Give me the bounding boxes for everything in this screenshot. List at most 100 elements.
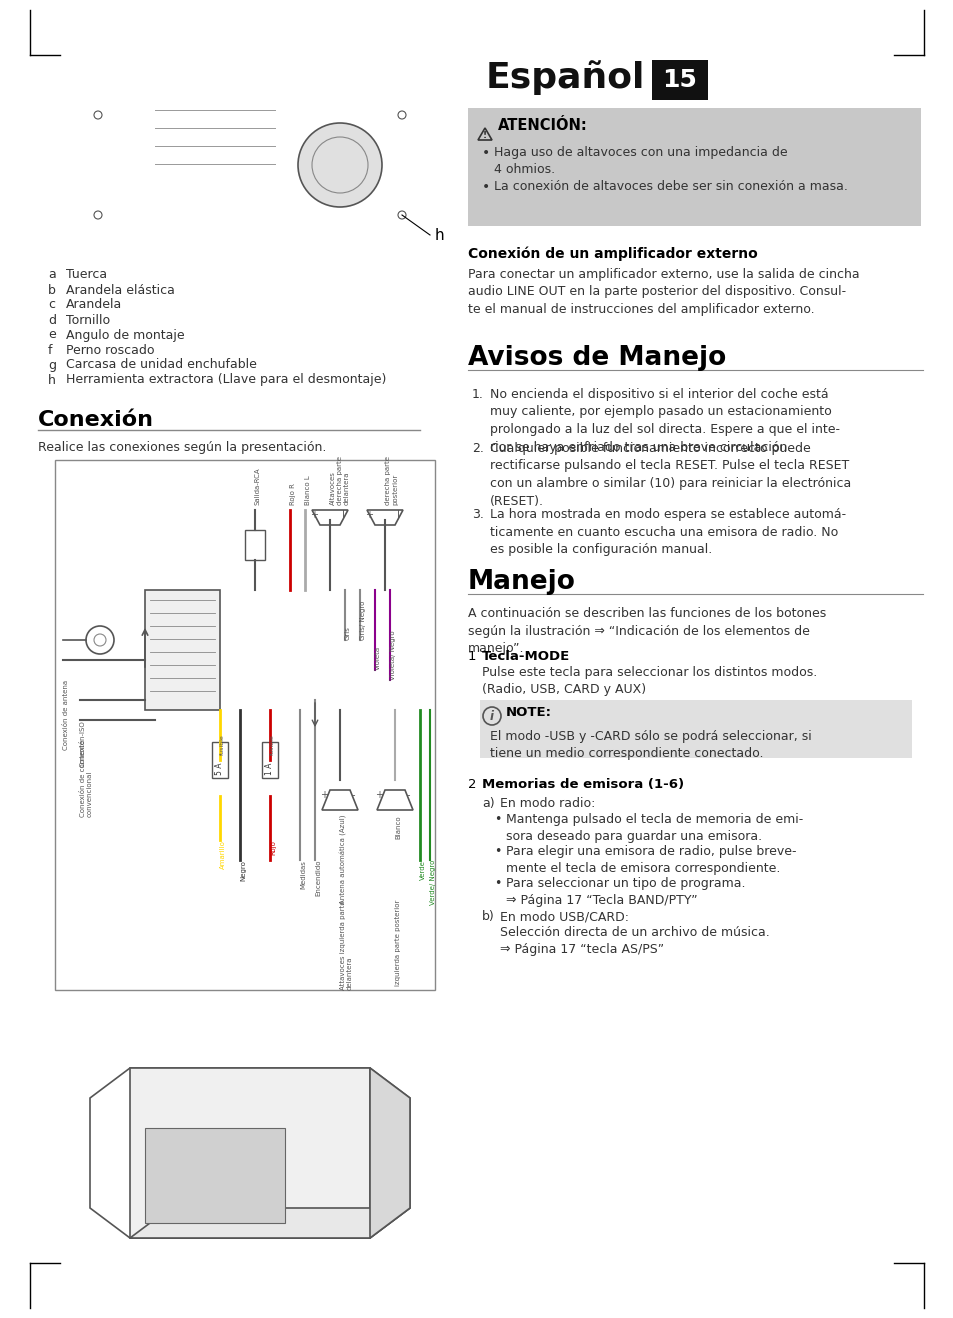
Text: 15: 15	[662, 69, 697, 92]
Text: Angulo de montaje: Angulo de montaje	[66, 328, 185, 341]
Text: Antena automática (Azul): Antena automática (Azul)	[339, 815, 347, 904]
Text: Español: Español	[485, 61, 644, 95]
FancyBboxPatch shape	[245, 530, 265, 560]
Text: A continuación se describen las funciones de los botones
según la ilustración ⇒ : A continuación se describen las funcione…	[468, 608, 825, 655]
Text: I: I	[396, 510, 399, 521]
Circle shape	[86, 626, 113, 654]
Text: Rojo R: Rojo R	[290, 484, 295, 505]
Text: Medidas: Medidas	[299, 861, 306, 888]
Text: La hora mostrada en modo espera se establece automá-
ticamente en cuanto escucha: La hora mostrada en modo espera se estab…	[490, 507, 845, 556]
Text: h: h	[48, 373, 56, 386]
FancyBboxPatch shape	[262, 742, 277, 778]
Text: Verde/ Negro: Verde/ Negro	[430, 861, 436, 905]
Text: izquierda parte posterior: izquierda parte posterior	[395, 900, 400, 986]
Text: En modo radio:: En modo radio:	[499, 797, 595, 811]
Text: Verde: Verde	[419, 861, 426, 880]
Text: Tecla-MODE: Tecla-MODE	[481, 650, 570, 663]
Text: I: I	[341, 510, 345, 521]
Text: derecha parte
posterior: derecha parte posterior	[385, 456, 397, 505]
Polygon shape	[370, 1068, 410, 1238]
Text: Rojo: Rojo	[270, 840, 275, 855]
Text: Violeta: Violeta	[375, 646, 380, 670]
Text: Amarillo: Amarillo	[220, 840, 226, 869]
Text: 3.: 3.	[472, 507, 483, 521]
Text: Perno roscado: Perno roscado	[66, 344, 154, 356]
FancyBboxPatch shape	[651, 61, 707, 100]
Text: fusible: fusible	[220, 734, 225, 755]
Text: Conexión de antena: Conexión de antena	[63, 680, 69, 750]
Text: Herramienta extractora (Llave para el desmontaje): Herramienta extractora (Llave para el de…	[66, 373, 386, 386]
Text: Carcasa de unidad enchufable: Carcasa de unidad enchufable	[66, 358, 256, 372]
Circle shape	[94, 111, 102, 119]
Text: Conexión-ISO: Conexión-ISO	[80, 720, 86, 767]
Text: La conexión de altavoces debe ser sin conexión a masa.: La conexión de altavoces debe ser sin co…	[494, 181, 847, 192]
Polygon shape	[130, 1209, 410, 1238]
Circle shape	[397, 111, 406, 119]
FancyBboxPatch shape	[212, 742, 228, 778]
Text: •: •	[481, 146, 490, 159]
Text: +: +	[365, 510, 373, 521]
Text: Conexión de corriente
convencional: Conexión de corriente convencional	[80, 739, 92, 817]
Text: Gris: Gris	[345, 626, 351, 641]
Text: Arandela: Arandela	[66, 298, 122, 311]
Text: 5 A: 5 A	[215, 763, 224, 775]
Text: +: +	[319, 789, 328, 800]
Text: -: -	[352, 789, 355, 800]
Text: f: f	[48, 344, 52, 356]
Text: Para conectar un amplificador externo, use la salida de cincha
audio LINE OUT en: Para conectar un amplificador externo, u…	[468, 268, 859, 316]
Text: Para seleccionar un tipo de programa.
⇒ Página 17 “Tecla BAND/PTY”: Para seleccionar un tipo de programa. ⇒ …	[505, 876, 744, 907]
Text: b: b	[48, 283, 56, 297]
FancyBboxPatch shape	[468, 108, 920, 225]
Text: Arandela elástica: Arandela elástica	[66, 283, 174, 297]
Text: •: •	[494, 845, 501, 858]
Text: a): a)	[481, 797, 494, 811]
Text: •: •	[494, 876, 501, 890]
Text: •: •	[494, 813, 501, 826]
Text: a: a	[48, 269, 55, 282]
Text: No encienda el dispositivo si el interior del coche está
muy caliente, por ejemp: No encienda el dispositivo si el interio…	[490, 387, 840, 453]
FancyBboxPatch shape	[145, 590, 220, 710]
Text: Blanco: Blanco	[395, 815, 400, 838]
Text: e: e	[48, 328, 55, 341]
Text: c: c	[48, 298, 55, 311]
Text: Cualquier posible funcionamiento incorrecto puede
rectificarse pulsando el tecla: Cualquier posible funcionamiento incorre…	[490, 442, 850, 507]
Text: Realice las conexiones según la presentación.: Realice las conexiones según la presenta…	[38, 440, 326, 453]
Text: El modo -USB y -CARD sólo se podrá seleccionar, si
tiene un medio correspondient: El modo -USB y -CARD sólo se podrá selec…	[490, 730, 811, 760]
Text: En modo USB/CARD:: En modo USB/CARD:	[499, 909, 628, 923]
Text: Pulse este tecla para seleccionar los distintos modos.
(Radio, USB, CARD y AUX): Pulse este tecla para seleccionar los di…	[481, 666, 817, 696]
Text: b): b)	[481, 909, 495, 923]
Text: 1.: 1.	[472, 387, 483, 401]
Text: Violeta/ Negro: Violeta/ Negro	[390, 630, 395, 680]
Text: Attavoces izquierda parte
delantera: Attavoces izquierda parte delantera	[339, 900, 353, 990]
Text: Gris/ Negro: Gris/ Negro	[359, 601, 366, 641]
Text: Salida-RCA: Salida-RCA	[254, 468, 261, 505]
Text: h: h	[435, 228, 444, 243]
Text: +: +	[310, 510, 317, 521]
Text: 1 A: 1 A	[265, 763, 274, 775]
Polygon shape	[145, 1128, 285, 1223]
Circle shape	[94, 211, 102, 219]
FancyBboxPatch shape	[55, 460, 435, 990]
Text: +: +	[375, 789, 382, 800]
Text: Mantenga pulsado el tecla de memoria de emi-
sora deseado para guardar una emiso: Mantenga pulsado el tecla de memoria de …	[505, 813, 802, 844]
Text: fusible: fusible	[270, 734, 274, 755]
Text: Memorias de emisora (1-6): Memorias de emisora (1-6)	[481, 778, 683, 791]
Text: ATENCIÓN:: ATENCIÓN:	[497, 119, 587, 133]
Text: !: !	[482, 132, 487, 141]
Text: Negro: Negro	[240, 861, 246, 880]
Text: Manejo: Manejo	[468, 569, 576, 594]
Text: NOTE:: NOTE:	[505, 706, 552, 720]
Text: 1: 1	[468, 650, 476, 663]
Text: Selección directa de un archivo de música.
⇒ Página 17 “tecla AS/PS”: Selección directa de un archivo de músic…	[499, 927, 769, 956]
Text: •: •	[481, 181, 490, 194]
Text: Encendido: Encendido	[314, 861, 320, 896]
Text: Conexión: Conexión	[38, 410, 153, 430]
FancyBboxPatch shape	[479, 700, 911, 758]
Text: Tuerca: Tuerca	[66, 269, 107, 282]
Text: Avisos de Manejo: Avisos de Manejo	[468, 345, 725, 370]
Text: Altavoces
derecha parte
delantera: Altavoces derecha parte delantera	[330, 456, 350, 505]
Polygon shape	[130, 1068, 370, 1238]
Text: 2: 2	[468, 778, 476, 791]
Text: i: i	[490, 709, 494, 722]
Text: Haga uso de altavoces con una impedancia de
4 ohmios.: Haga uso de altavoces con una impedancia…	[494, 146, 787, 177]
